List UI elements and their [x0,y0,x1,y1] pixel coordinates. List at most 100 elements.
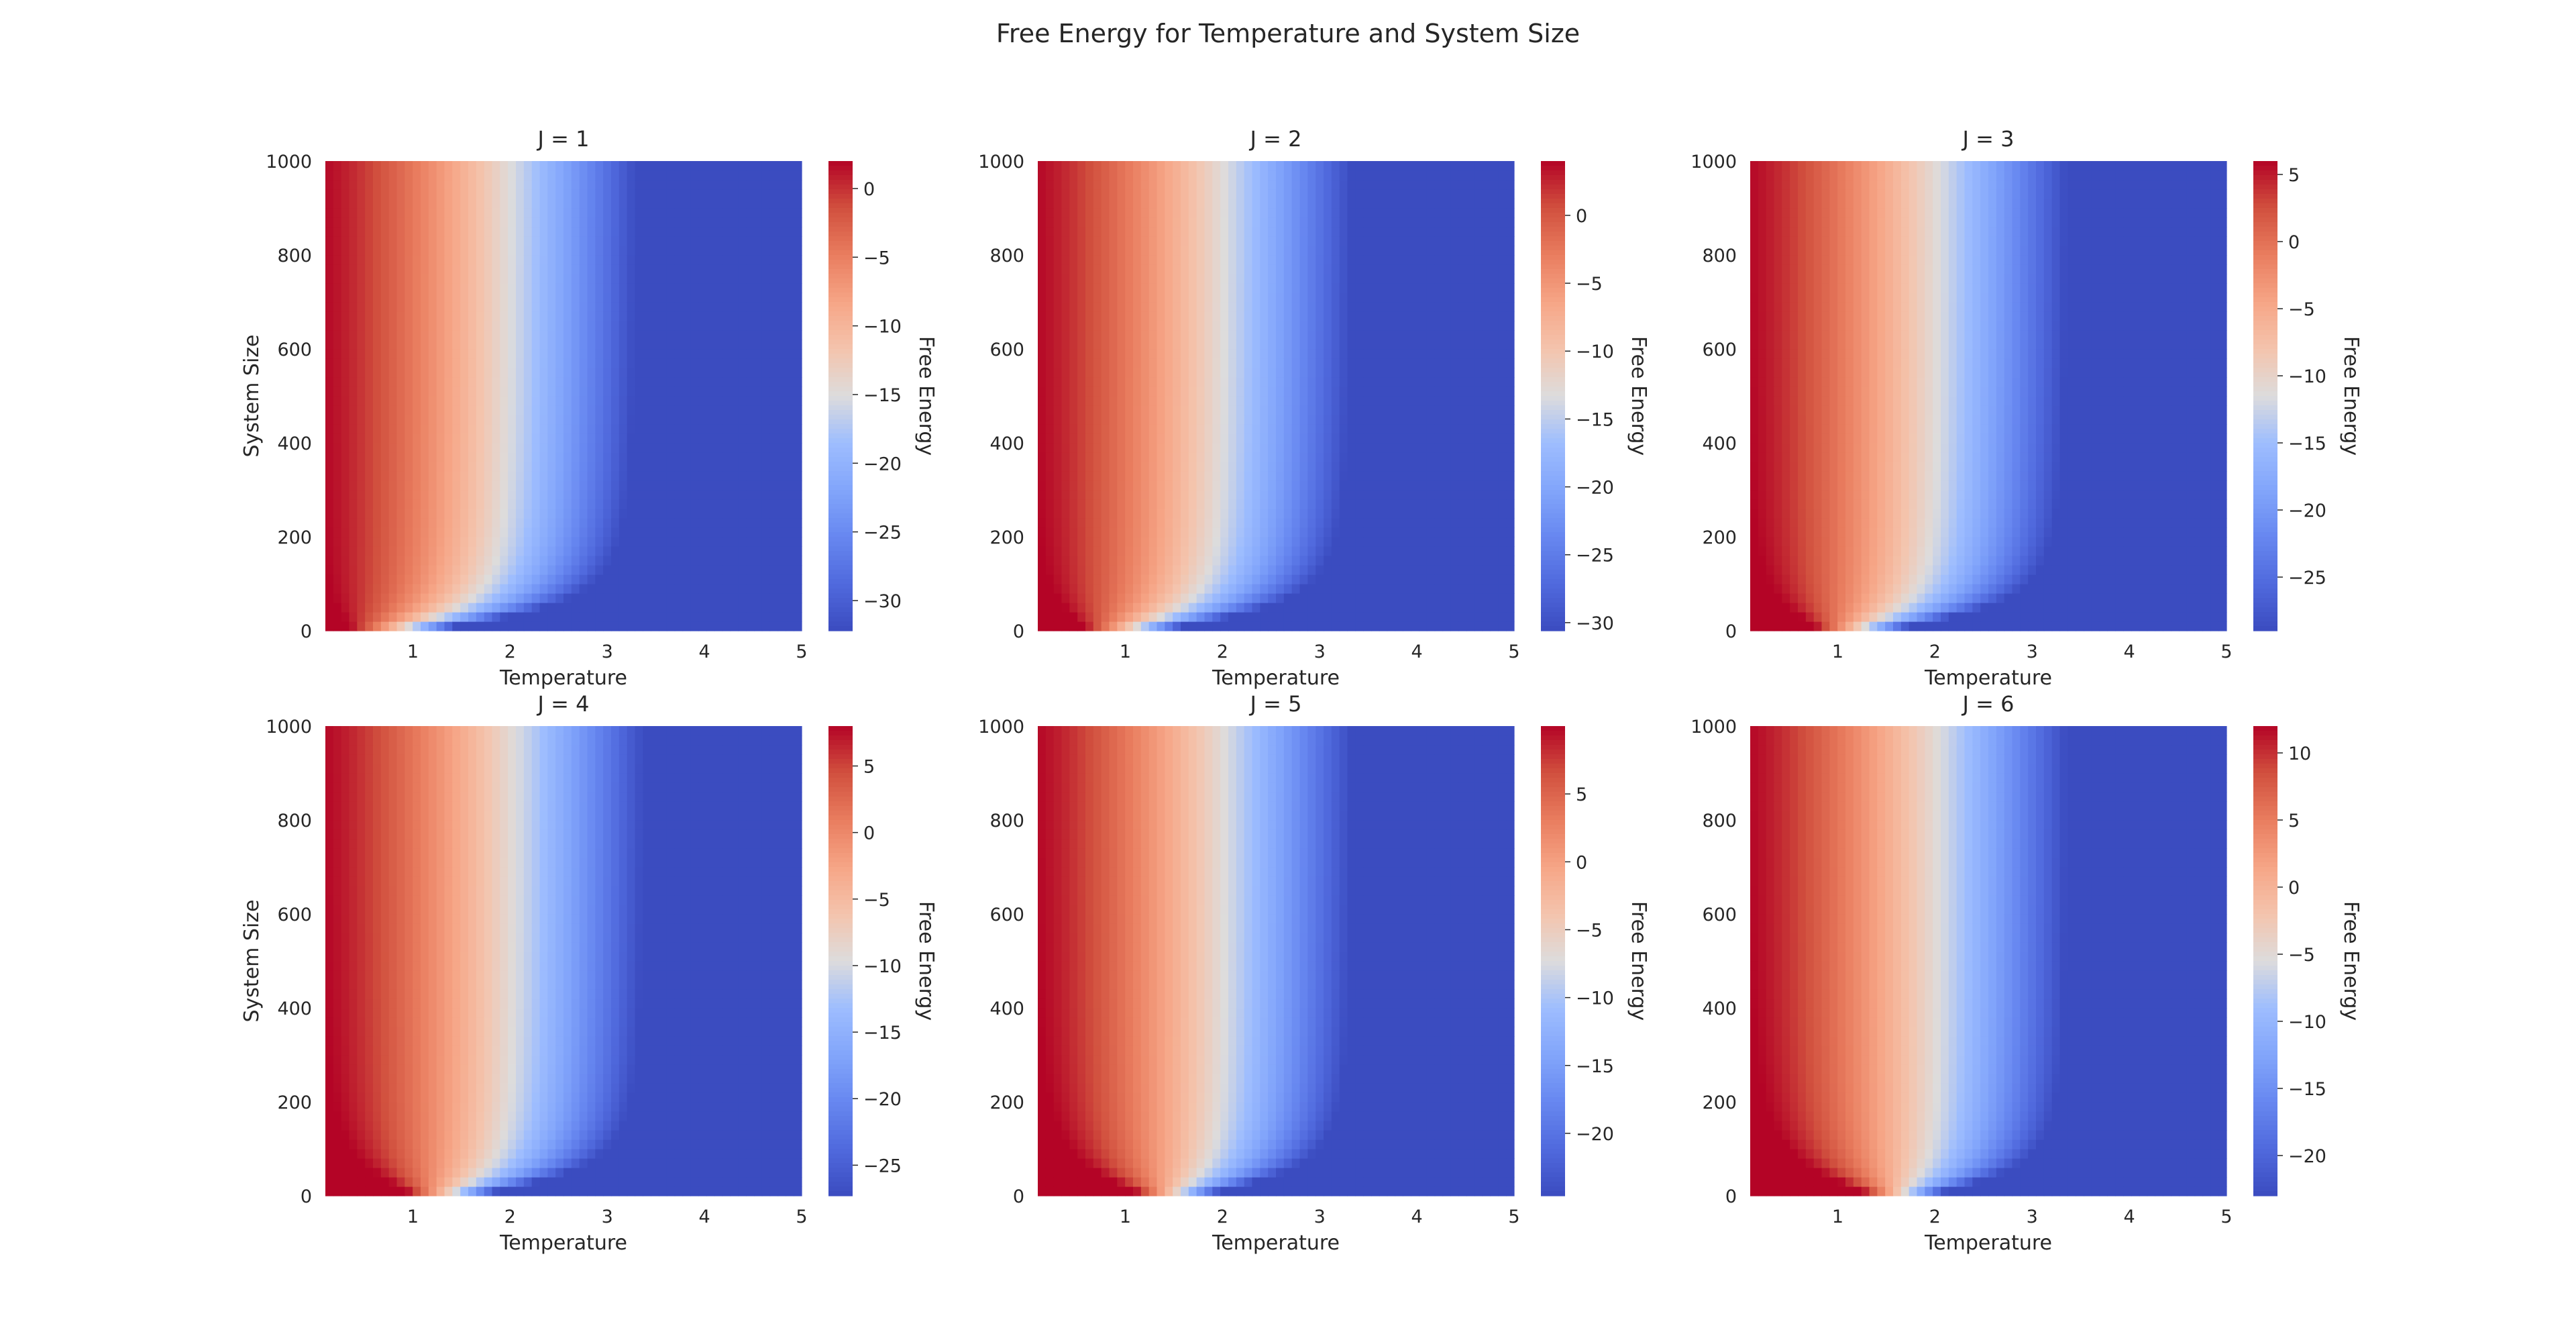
heatmap-cell [1093,462,1102,472]
heatmap-cell [460,621,469,631]
heatmap-cell [698,452,707,462]
heatmap-cell [777,471,786,481]
heatmap-cell [571,208,580,218]
heatmap-cell [365,387,374,397]
heatmap-cell [1331,556,1340,566]
heatmap-cell [492,480,500,491]
heatmap-cell [444,311,453,321]
heatmap-cell [611,377,620,387]
heatmap-cell [1260,199,1269,209]
heatmap-cell [659,621,667,631]
heatmap-cell [635,321,643,331]
heatmap-cell [777,377,786,387]
heatmap-cell [1069,236,1078,246]
heatmap-cell [325,311,334,321]
heatmap-cell [341,208,350,218]
heatmap-cell [388,593,398,603]
heatmap-cell [539,480,548,491]
heatmap-cell [666,537,676,547]
heatmap-cell [1276,574,1285,584]
heatmap-cell [539,584,548,594]
heatmap-cell [1204,433,1213,444]
heatmap-cell [730,330,739,340]
heatmap-cell [1148,330,1158,340]
heatmap-cell [1077,556,1086,566]
heatmap-cell [484,255,493,265]
heatmap-cell [1117,321,1126,331]
heatmap-cell [1252,227,1260,237]
heatmap-cell [1053,574,1063,584]
heatmap-cell [1045,358,1055,368]
heatmap-cell [1173,452,1181,462]
heatmap-cell [659,415,667,425]
heatmap-cell [1188,199,1197,209]
heatmap-cell [1069,499,1078,509]
heatmap-cell [1236,321,1245,331]
heatmap-cell [1093,387,1102,397]
heatmap-cell [1125,603,1134,613]
colorbar-cell [828,537,853,542]
heatmap-cell [1140,180,1150,190]
heatmap-cell [405,556,413,566]
heatmap-cell [698,189,707,199]
heatmap-cell [1276,565,1285,575]
heatmap-cell [413,443,421,453]
heatmap-cell [698,293,707,303]
heatmap-cell [1228,368,1237,378]
heatmap-cell [444,462,453,472]
heatmap-cell [666,584,676,594]
heatmap-cell [1038,302,1046,312]
heatmap-cell [531,565,541,575]
heatmap-cell [421,565,429,575]
heatmap-cell [1101,264,1110,274]
heatmap-cell [380,161,390,171]
heatmap-cell [738,537,747,547]
heatmap-cell [365,452,374,462]
heatmap-cell [619,340,628,350]
heatmap-cell [452,321,461,331]
heatmap-cell [1165,499,1173,509]
heatmap-cell [794,330,802,340]
heatmap-cell [523,246,533,256]
heatmap-cell [1173,189,1181,199]
heatmap-cell [436,424,445,434]
heatmap-cell [1260,424,1269,434]
heatmap-cell [1196,302,1205,312]
heatmap-cell [1307,311,1316,321]
heatmap-cell [492,368,500,378]
heatmap-cell [421,283,429,293]
heatmap-cell [777,217,786,227]
heatmap-cell [1173,518,1181,528]
heatmap-cell [500,387,508,397]
heatmap-cell [603,274,612,284]
heatmap-cell [706,255,715,265]
heatmap-cell [1220,302,1229,312]
heatmap-cell [635,396,643,406]
heatmap-cell [1038,199,1046,209]
colorbar-tick-label: 0 [863,179,875,200]
heatmap-cell [1291,283,1301,293]
heatmap-cell [531,321,541,331]
heatmap-cell [595,424,604,434]
heatmap-cell [1038,405,1046,415]
heatmap-cell [539,424,548,434]
heatmap-cell [722,208,731,218]
heatmap-cell [643,255,651,265]
heatmap-cell [1307,377,1316,387]
heatmap-cell [738,170,747,181]
heatmap-cell [603,565,612,575]
heatmap-cell [651,527,659,538]
heatmap-cell [1093,518,1102,528]
heatmap-cell [1077,603,1086,613]
heatmap-cell [698,537,707,547]
heatmap-cell [564,490,572,500]
heatmap-cell [651,546,659,556]
heatmap-cell [388,321,398,331]
heatmap-cell [516,255,525,265]
heatmap-cell [357,311,366,321]
heatmap-cell [405,236,413,246]
colorbar-cell [828,617,853,622]
heatmap-cell [1236,621,1245,631]
heatmap-cell [769,246,779,256]
heatmap-cell [349,246,358,256]
